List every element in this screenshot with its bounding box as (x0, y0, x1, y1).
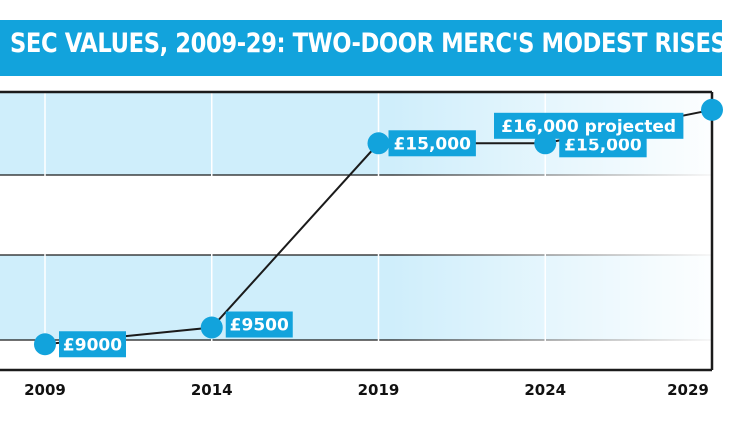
x-tick-label: 2014 (191, 381, 233, 399)
data-label: £15,000 (564, 135, 642, 155)
data-point (367, 132, 390, 155)
data-point (200, 316, 223, 339)
data-label-box (59, 331, 126, 358)
data-point (701, 98, 723, 121)
data-point (34, 333, 56, 356)
data-label-box (388, 130, 476, 157)
data-label: £9000 (63, 335, 122, 355)
chart-title: SEC VALUES, 2009-29: TWO-DOOR MERC'S MOD… (10, 28, 727, 59)
data-label: £15,000 (393, 134, 471, 154)
x-tick-label: 2009 (24, 381, 66, 399)
data-label: £9500 (230, 316, 289, 336)
title-bar: SEC VALUES, 2009-29: TWO-DOOR MERC'S MOD… (0, 20, 727, 76)
data-label-box (225, 311, 293, 338)
data-label: £16,000 projected (501, 117, 676, 137)
data-label-box (494, 112, 684, 139)
x-tick-label: 2024 (524, 381, 566, 399)
x-tick-label: 2029 (667, 381, 709, 399)
x-tick-label: 2019 (358, 381, 400, 399)
data-point (534, 132, 557, 155)
